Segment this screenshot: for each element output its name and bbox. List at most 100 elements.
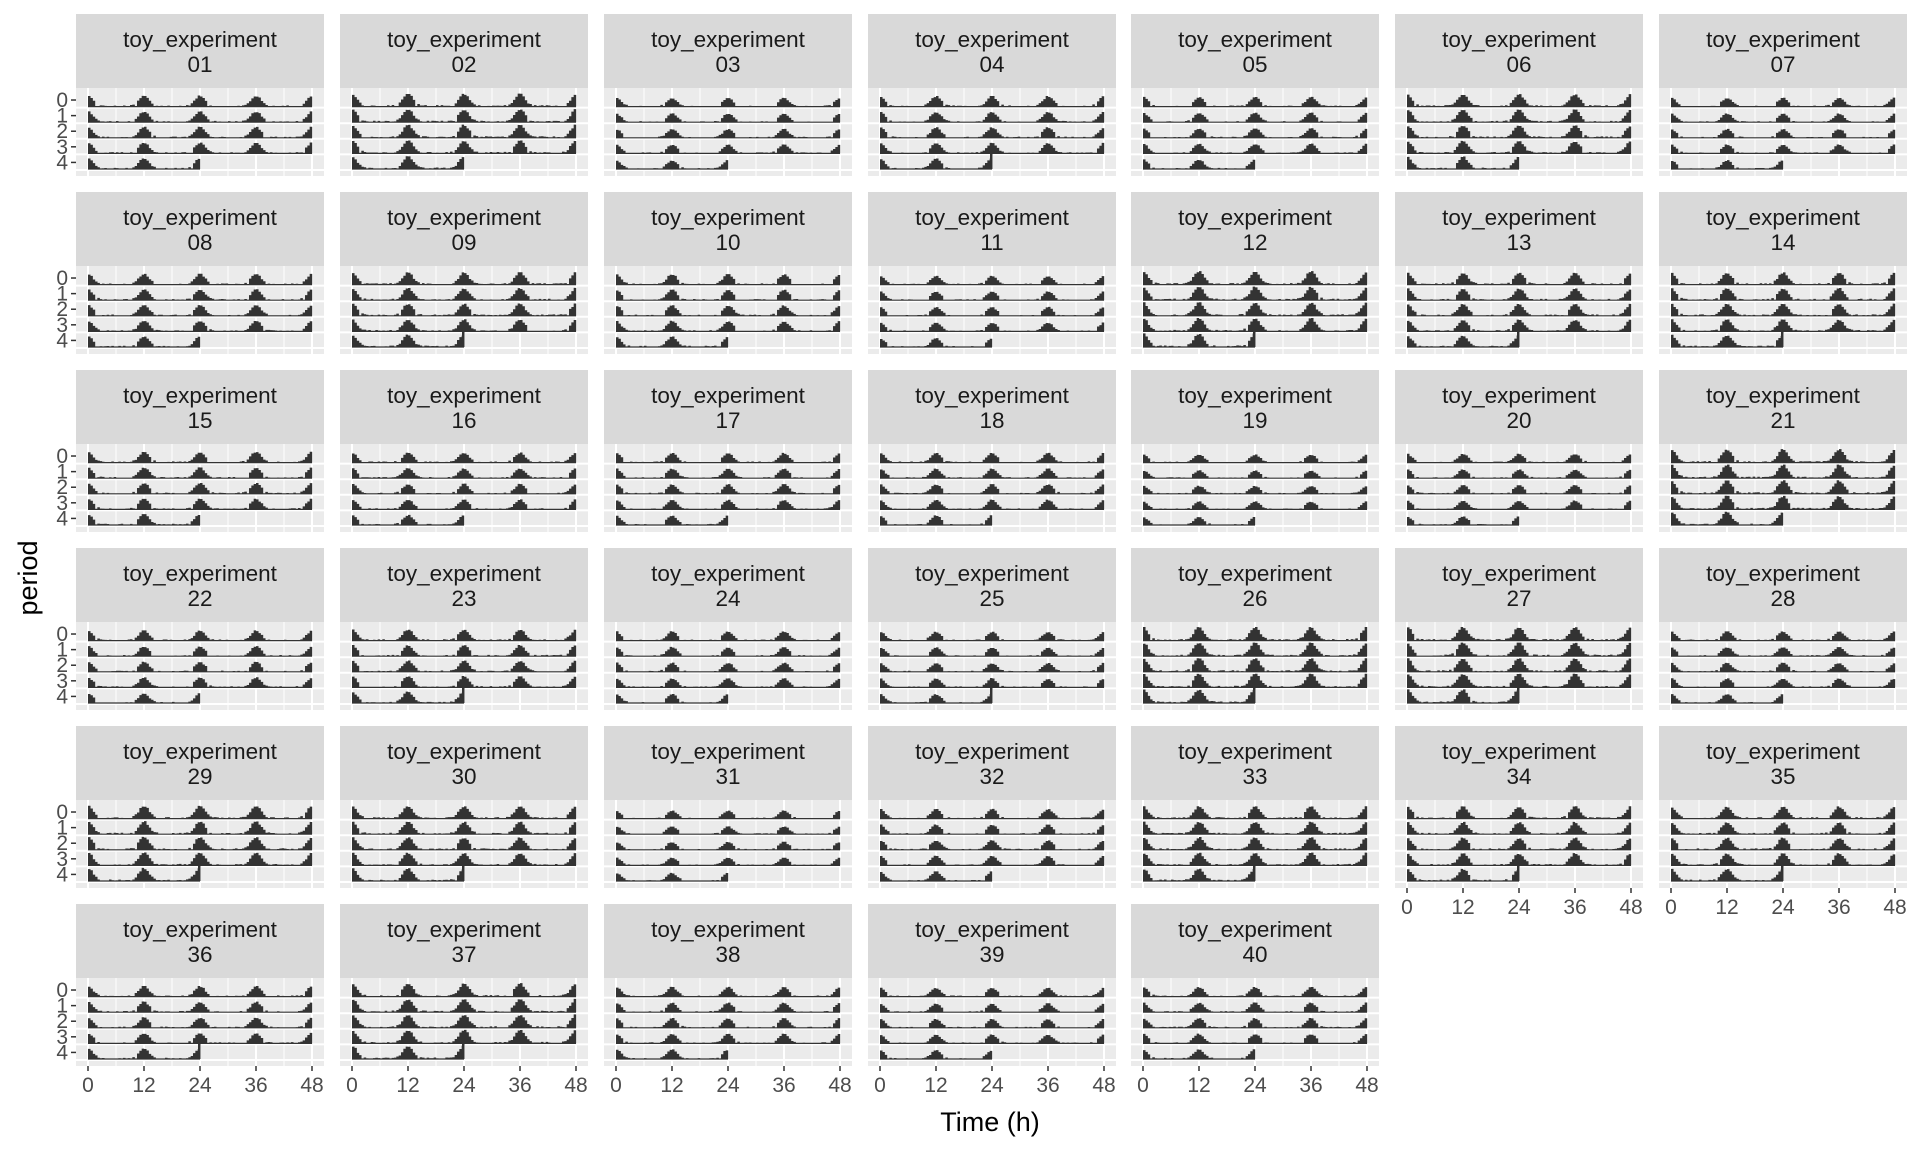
activity-bars-period-2 (1143, 1018, 1368, 1028)
activity-bars-period-0 (1407, 806, 1632, 819)
activity-bars-period-3 (88, 142, 313, 154)
facet-strip (1131, 726, 1379, 800)
activity-bars-period-1 (352, 468, 577, 479)
activity-bars-period-1 (616, 826, 841, 835)
activity-bars-period-0 (880, 452, 1105, 463)
facet-strip-number: 07 (1770, 52, 1795, 77)
activity-bars-period-2 (616, 841, 841, 850)
facet-strip-title: toy_experiment (1442, 383, 1597, 408)
activity-bars-period-0 (88, 805, 313, 819)
activity-bars-period-3 (1407, 500, 1632, 510)
facet-strip (868, 192, 1116, 266)
facet-strip (1131, 548, 1379, 622)
end-activity-spike (198, 856, 201, 881)
facet-strip-number: 18 (979, 408, 1004, 433)
activity-bars-period-2 (88, 1017, 313, 1028)
activity-bars-period-4 (616, 694, 729, 703)
facet-strip-title: toy_experiment (651, 917, 806, 942)
y-tick-label: 3 (56, 136, 68, 159)
x-tick-label: 24 (980, 1074, 1004, 1097)
x-tick-label: 36 (1299, 1074, 1322, 1097)
facet-strip (1395, 370, 1643, 444)
x-axis-title: Time (h) (940, 1107, 1040, 1137)
facet-strip-number: 22 (187, 586, 212, 611)
activity-bars-period-2 (352, 837, 577, 850)
facet-strip-number: 34 (1506, 764, 1531, 789)
activity-bars-period-1 (616, 468, 841, 479)
end-activity-spike (1517, 678, 1520, 703)
activity-bars-period-2 (88, 661, 313, 672)
y-tick-label: 1 (56, 995, 68, 1018)
facet-strip-number: 23 (451, 586, 476, 611)
activity-bars-period-1 (1671, 288, 1896, 301)
activity-bars-period-0 (616, 452, 841, 463)
facet-strip-number: 28 (1770, 586, 1795, 611)
facet-strip-number: 16 (451, 408, 476, 433)
activity-bars-period-4 (1143, 516, 1256, 525)
facet-strip-title: toy_experiment (1178, 205, 1333, 230)
activity-bars-period-2 (880, 840, 1105, 850)
activity-bars-period-1 (616, 289, 841, 301)
y-tick-label: 0 (56, 623, 68, 646)
activity-bars-period-4 (616, 515, 729, 525)
y-tick-label: 1 (56, 461, 68, 484)
x-tick-label: 48 (1355, 1074, 1378, 1097)
activity-bars-period-4 (1143, 159, 1256, 169)
end-activity-spike (1253, 856, 1256, 881)
facet-strip-title: toy_experiment (1442, 205, 1597, 230)
activity-bars-period-1 (88, 111, 313, 123)
activity-bars-period-2 (616, 1018, 841, 1028)
activity-bars-period-2 (616, 484, 841, 494)
activity-bars-period-4 (1143, 689, 1256, 703)
y-tick-label: 3 (56, 314, 68, 337)
activity-bars-period-3 (88, 677, 313, 688)
x-tick-label: 48 (564, 1074, 587, 1097)
activity-bars-period-2 (1407, 485, 1632, 494)
facet-strip-number: 26 (1242, 586, 1267, 611)
activity-bars-period-3 (616, 1033, 841, 1044)
activity-bars-period-2 (616, 128, 841, 138)
activity-bars-period-3 (1143, 1033, 1368, 1044)
end-activity-spike (1253, 678, 1256, 703)
x-tick-label: 0 (874, 1074, 886, 1097)
y-tick-label: 2 (56, 832, 68, 855)
facet-strip (76, 548, 324, 622)
activity-bars-period-0 (1407, 627, 1632, 641)
activity-bars-period-4 (1143, 868, 1256, 881)
end-activity-spike (462, 678, 465, 703)
activity-bars-period-1 (880, 824, 1105, 835)
activity-bars-period-1 (616, 1002, 841, 1013)
facet-strip (1395, 14, 1643, 88)
y-tick-label: 0 (56, 89, 68, 112)
end-activity-spike (462, 1034, 465, 1059)
facet-strip (604, 192, 852, 266)
activity-bars-period-2 (88, 126, 313, 138)
activity-bars-period-1 (88, 289, 313, 301)
y-tick-label: 2 (56, 298, 68, 321)
activity-bars-period-2 (1407, 303, 1632, 316)
activity-bars-period-3 (616, 144, 841, 154)
facet-strip-number: 06 (1506, 52, 1531, 77)
activity-bars-period-1 (88, 646, 313, 657)
activity-bars-period-2 (1143, 128, 1368, 138)
facet-strip-number: 13 (1506, 230, 1531, 255)
facet-strip (868, 904, 1116, 978)
activity-bars-period-2 (1671, 303, 1896, 316)
activity-bars-period-0 (616, 274, 841, 285)
x-tick-label: 0 (1401, 896, 1413, 919)
